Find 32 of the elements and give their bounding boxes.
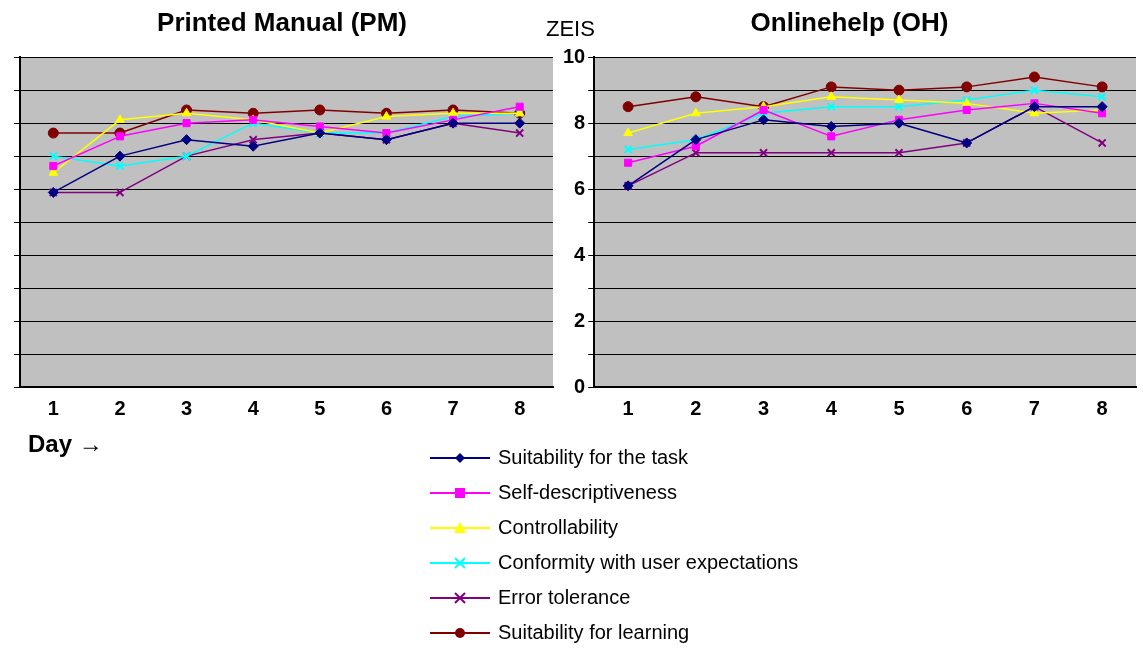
x-tick-label: 3 (757, 396, 770, 419)
y-tick-label: 6 (574, 176, 586, 199)
x-tick-label: 8 (1096, 396, 1108, 419)
x-tick-label: 8 (514, 396, 526, 419)
y-tick-label: 8 (574, 110, 586, 133)
x-tick-label: 6 (961, 396, 973, 419)
x-axis-title: Day → (28, 430, 103, 458)
x-tick-label: 5 (314, 396, 326, 419)
x-tick-label: 1 (47, 396, 59, 419)
chart-title: Printed Manual (PM) (157, 6, 407, 37)
y-tick-label: 0 (574, 374, 586, 397)
legend-label: Conformity with user expectations (498, 551, 799, 574)
x-tick-label: 1 (622, 396, 634, 419)
x-tick-label: 5 (893, 396, 905, 419)
x-tick-label: 2 (114, 396, 126, 419)
x-tick-label: 7 (1028, 396, 1040, 419)
x-tick-label: 4 (825, 396, 838, 419)
x-tick-label: 6 (380, 396, 392, 419)
x-tick-label: 4 (247, 396, 260, 419)
chart-title: Onlinehelp (OH) (750, 6, 949, 37)
legend-label: Self-descriptiveness (498, 481, 677, 504)
y-tick-label: 2 (574, 308, 586, 331)
legend-label: Controllability (498, 516, 619, 539)
x-tick-label: 2 (690, 396, 702, 419)
legend-label: Suitability for the task (498, 446, 689, 469)
legend-label: Suitability for learning (498, 621, 690, 644)
y-tick-label: 10 (563, 44, 586, 67)
legend-label: Error tolerance (498, 586, 631, 609)
y-tick-label: 4 (574, 242, 587, 265)
x-tick-label: 3 (181, 396, 193, 419)
y-axis-title: ZEIS (546, 16, 595, 42)
x-tick-label: 7 (447, 396, 459, 419)
